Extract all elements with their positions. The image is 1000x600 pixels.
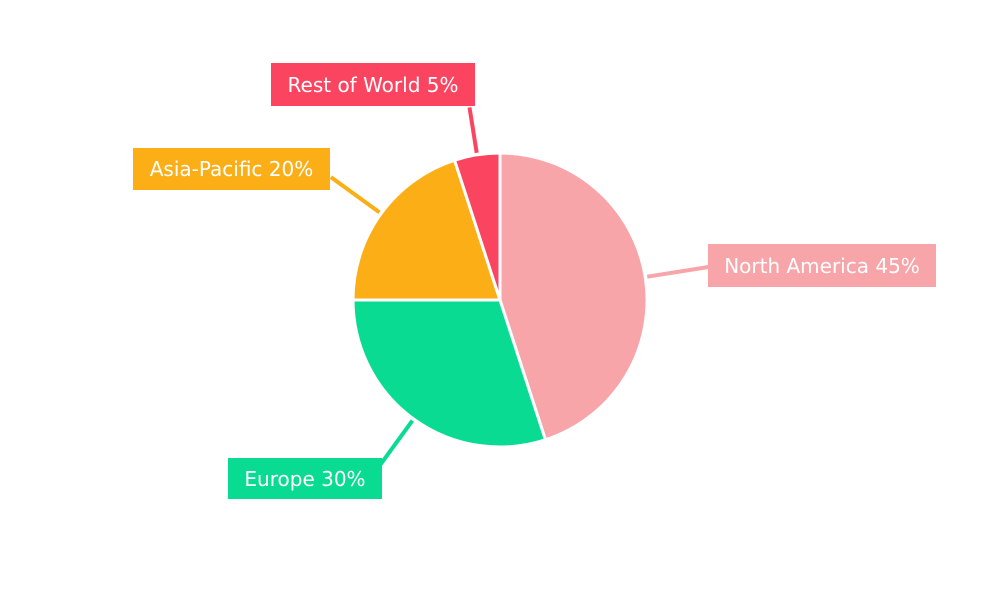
leader-line-asia-pacific (329, 175, 381, 215)
slice-label-asia-pacific: Asia-Pacific 20% (133, 148, 330, 190)
pie-slice-europe (351, 298, 548, 449)
slice-label-rest-of-world: Rest of World 5% (271, 63, 475, 106)
pie-slice-asia-pacific (351, 158, 503, 302)
slice-label-north-america: North America 45% (708, 244, 936, 287)
leader-line-rest-of-world (467, 107, 479, 154)
leader-line-north-america (646, 264, 710, 279)
slice-label-europe: Europe 30% (228, 458, 382, 499)
pie-slice-north-america (498, 151, 649, 442)
leader-line-europe (378, 419, 415, 467)
pie-slice-rest-of-world (452, 151, 502, 301)
